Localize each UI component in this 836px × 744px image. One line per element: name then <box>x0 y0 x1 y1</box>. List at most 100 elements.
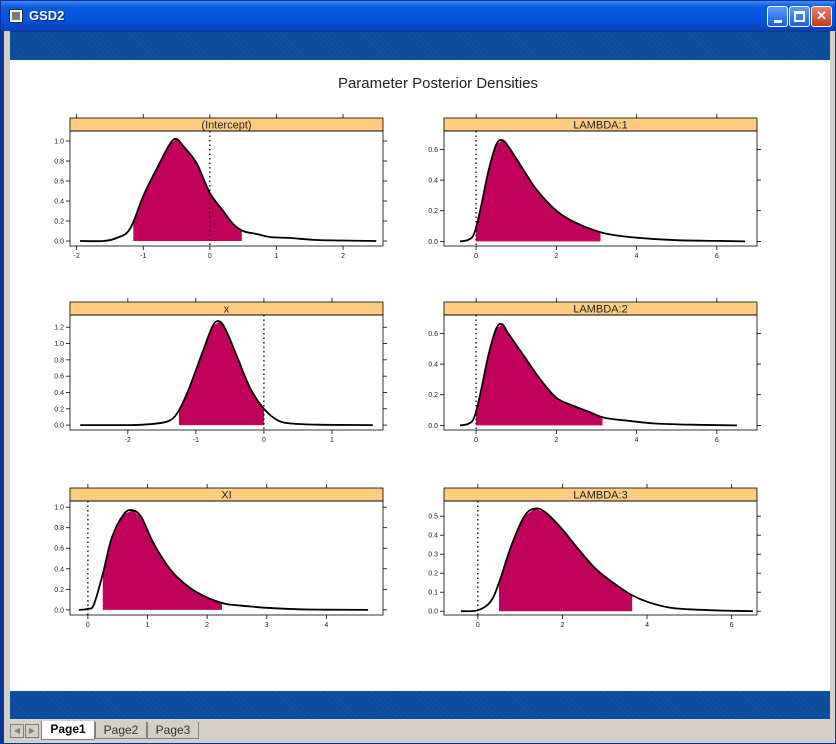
x-tick-label: 6 <box>730 622 734 629</box>
y-tick-label: 0.4 <box>54 390 64 397</box>
x-tick-label: 3 <box>265 622 269 629</box>
y-tick-label: 1.0 <box>54 341 64 348</box>
panel-label: (Intercept) <box>201 120 251 132</box>
y-tick-label: 0.8 <box>54 159 64 166</box>
panel-1: LAMBDA:1 0 2 4 6 0.0 0.2 0.4 0.6 <box>428 114 761 260</box>
x-tick-label: 2 <box>205 622 209 629</box>
minimize-button[interactable] <box>767 6 788 27</box>
y-tick-label: 0.6 <box>428 147 438 154</box>
panel-frame <box>69 500 384 616</box>
x-tick-label: -1 <box>193 437 199 444</box>
x-tick-label: 4 <box>324 622 328 629</box>
y-tick-label: 0.2 <box>428 571 438 578</box>
panel-label: LAMBDA:2 <box>573 304 627 316</box>
tab-page3[interactable]: Page3 <box>147 722 199 739</box>
x-tick-label: 1 <box>274 253 278 260</box>
panel-label: XI <box>221 490 231 502</box>
y-tick-label: 0.6 <box>428 331 438 338</box>
maximize-button[interactable] <box>789 6 810 27</box>
arrow-left-icon: ◀ <box>13 726 21 735</box>
x-tick-label: 0 <box>208 253 212 260</box>
tab-page1[interactable]: Page1 <box>41 721 95 740</box>
density-curve <box>80 320 373 427</box>
y-tick-label: 0.0 <box>428 423 438 430</box>
chart-title: Parameter Posterior Densities <box>338 75 538 92</box>
y-tick-label: 0.1 <box>428 590 438 597</box>
x-tick-label: 4 <box>645 622 649 629</box>
panel-3: LAMBDA:2 0 2 4 6 0.0 0.2 0.4 0.6 <box>428 298 761 444</box>
x-tick-label: 0 <box>262 437 266 444</box>
x-tick-label: -2 <box>74 253 80 260</box>
panel-frame <box>443 314 758 431</box>
panel-label: LAMBDA:1 <box>573 120 627 132</box>
credible-region <box>476 324 603 426</box>
x-tick-label: 4 <box>635 437 639 444</box>
x-tick-label: 6 <box>715 437 719 444</box>
density-curve <box>459 322 737 427</box>
credible-region <box>133 139 242 241</box>
plot-area: Parameter Posterior Densities (Intercept)… <box>10 60 830 691</box>
x-tick-label: 6 <box>715 253 719 260</box>
tab-next-button[interactable]: ▶ <box>25 724 39 738</box>
x-tick-label: 0 <box>474 437 478 444</box>
y-tick-label: 0.2 <box>54 219 64 226</box>
y-tick-label: 0.4 <box>428 178 438 185</box>
credible-region <box>178 321 264 426</box>
panel-0: (Intercept) -2 -1 0 1 2 0.0 0.2 0.4 0.6 0.8 1.0 <box>54 114 387 260</box>
x-tick-label: 0 <box>474 253 478 260</box>
x-tick-label: 1 <box>146 622 150 629</box>
x-tick-label: 2 <box>554 253 558 260</box>
minimize-icon <box>774 20 782 23</box>
close-button[interactable]: ✕ <box>811 6 832 27</box>
y-tick-label: 0.0 <box>54 423 64 430</box>
panel-frame <box>69 130 384 247</box>
panel-label: LAMBDA:3 <box>573 490 627 502</box>
y-tick-label: 0.6 <box>54 546 64 553</box>
arrow-right-icon: ▶ <box>28 726 36 735</box>
x-tick-label: 0 <box>86 622 90 629</box>
y-tick-label: 0.3 <box>428 552 438 559</box>
window-right-edge <box>830 31 835 719</box>
panel-frame <box>69 314 384 431</box>
y-tick-label: 1.0 <box>54 139 64 146</box>
y-tick-label: 0.6 <box>54 179 64 186</box>
y-tick-label: 0.8 <box>54 357 64 364</box>
y-tick-label: 0.2 <box>54 406 64 413</box>
y-tick-label: 0.6 <box>54 374 64 381</box>
y-tick-label: 0.0 <box>54 239 64 246</box>
window-title: GSD2 <box>29 8 65 23</box>
x-tick-label: 1 <box>330 437 334 444</box>
x-tick-label: 2 <box>554 437 558 444</box>
y-tick-label: 0.2 <box>54 587 64 594</box>
x-tick-label: 2 <box>560 622 564 629</box>
y-tick-label: 0.0 <box>54 607 64 614</box>
panel-4: XI 0 1 2 3 4 0.0 0.2 0.4 0.6 0.8 1.0 <box>54 484 387 629</box>
y-tick-label: 0.4 <box>428 362 438 369</box>
panel-frame <box>443 130 758 247</box>
density-curve <box>460 507 753 613</box>
y-tick-label: 0.4 <box>54 566 64 573</box>
x-tick-label: 4 <box>635 253 639 260</box>
sheet-tab-strip: ◀ ▶ Page1 Page2 Page3 <box>4 719 835 743</box>
tab-prev-button[interactable]: ◀ <box>10 724 24 738</box>
maximize-icon <box>794 11 805 22</box>
tab-page2[interactable]: Page2 <box>95 722 147 739</box>
top-banner <box>10 32 830 60</box>
credible-region <box>476 140 601 242</box>
credible-region <box>499 508 633 612</box>
window-left-edge <box>4 31 10 719</box>
density-curve <box>78 509 369 611</box>
y-tick-label: 1.0 <box>54 505 64 512</box>
bottom-banner <box>10 691 830 719</box>
title-bar[interactable]: GSD2 ✕ <box>1 1 835 31</box>
panel-frame <box>443 500 758 616</box>
y-tick-label: 0.0 <box>428 239 438 246</box>
y-tick-label: 1.2 <box>54 325 64 332</box>
x-tick-label: 2 <box>341 253 345 260</box>
y-tick-label: 0.4 <box>428 533 438 540</box>
x-tick-label: 0 <box>476 622 480 629</box>
panel-label: x <box>224 304 230 316</box>
y-tick-label: 0.0 <box>428 609 438 616</box>
x-tick-label: -1 <box>140 253 146 260</box>
